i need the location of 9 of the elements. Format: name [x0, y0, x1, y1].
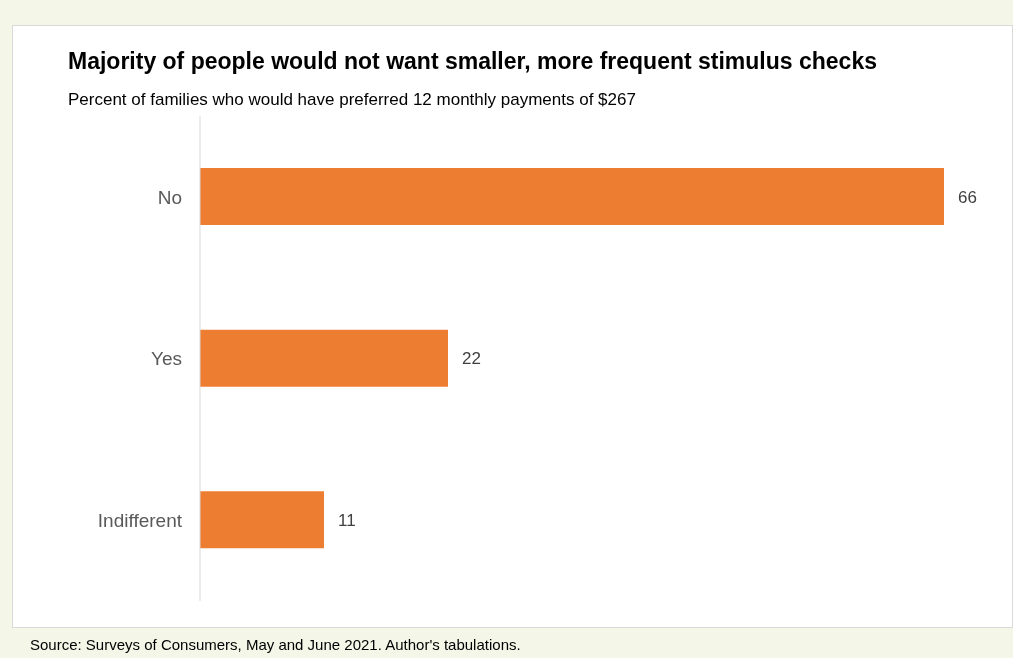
- data-label: 11: [338, 510, 356, 530]
- y-tick-label: Indifferent: [97, 509, 183, 531]
- data-label: 22: [462, 349, 481, 369]
- y-tick-label: No: [157, 186, 182, 208]
- chart-subtitle: Percent of families who would have preferred 12 monthly payments of $267: [68, 90, 636, 110]
- source-note: Source: Surveys of Consumers, May and June 2021. Author's tabulations.: [30, 636, 521, 653]
- y-tick-label: Yes: [151, 348, 182, 370]
- chart-title: Majority of people would not want smaller, more frequent stimulus checks: [68, 48, 877, 75]
- data-label: 66: [958, 187, 977, 207]
